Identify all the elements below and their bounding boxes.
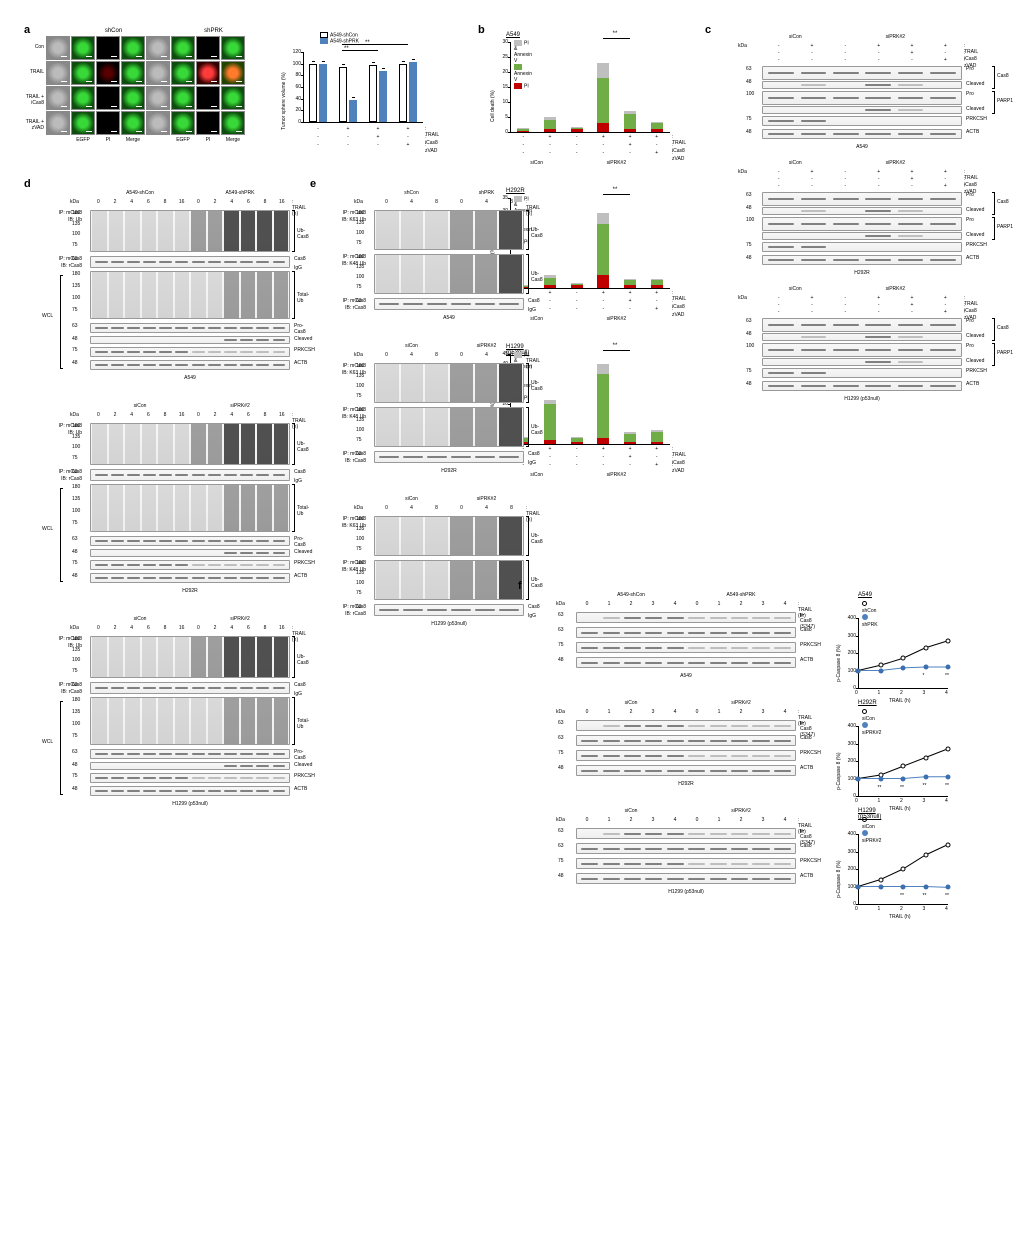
panel-e-label: e (310, 178, 316, 190)
bar-shprk (379, 71, 387, 122)
legend-swatch-shcon (320, 32, 328, 38)
micro-cell (71, 61, 95, 85)
panel-b-label: b (478, 24, 485, 36)
micro-cell (96, 36, 120, 60)
micro-cell (71, 111, 95, 135)
micro-cell (121, 86, 145, 110)
bar-shcon (399, 64, 407, 122)
bar-shcon (369, 65, 377, 122)
a-chlab: EGFP (171, 137, 195, 143)
bar-shprk (349, 100, 357, 122)
micro-cell (96, 111, 120, 135)
micro-cell (196, 86, 220, 110)
micro-cell (96, 86, 120, 110)
micro-cell (71, 36, 95, 60)
legend-swatch-shprk (320, 38, 328, 44)
a-chlab: PI (196, 137, 220, 143)
panel-f-label: f (518, 580, 522, 592)
micro-cell (196, 61, 220, 85)
a-legend: A549-shCon A549-shPRK (320, 32, 359, 45)
a-col-shcon: shCon (76, 28, 151, 34)
micro-cell (171, 36, 195, 60)
panel-d-label: d (24, 178, 31, 190)
bar-shcon (339, 67, 347, 122)
panel-a-label: a (24, 24, 30, 36)
micro-cell (221, 111, 245, 135)
a-rowlab: Con (14, 44, 44, 50)
micro-cell (121, 61, 145, 85)
bar-shprk (409, 62, 417, 122)
micro-cell (121, 36, 145, 60)
micro-cell (121, 111, 145, 135)
a-rowlab: TRAIL (14, 69, 44, 75)
a-rowlab: TRAIL + zVAD (14, 119, 44, 131)
micro-cell (196, 111, 220, 135)
bar-shcon (309, 64, 317, 122)
micro-cell (221, 36, 245, 60)
panel-c-label: c (705, 24, 711, 36)
a-chlab: Merge (121, 137, 145, 143)
bar-shprk (319, 64, 327, 122)
panel-a-barchart: A549-shCon A549-shPRK Tumor sphere volum… (285, 40, 435, 140)
a-chlab: EGFP (71, 137, 95, 143)
a-chlab: PI (96, 137, 120, 143)
micro-cell (221, 61, 245, 85)
micro-cell (96, 61, 120, 85)
micro-cell (221, 86, 245, 110)
a-chlab: Merge (221, 137, 245, 143)
a-bar-ylab: Tumor sphere volume (%) (281, 60, 287, 130)
micro-cell (196, 36, 220, 60)
figure-root: a shCon shPRK Con TRAIL TRAIL + iCas8 TRAIL… (10, 20, 1026, 1218)
micro-cell (171, 61, 195, 85)
a-col-shprk: shPRK (176, 28, 251, 34)
micro-cell (171, 111, 195, 135)
a-rowlab: TRAIL + iCas8 (14, 94, 44, 106)
micro-cell (71, 86, 95, 110)
a-legend-shcon: A549-shCon (330, 32, 358, 38)
micro-cell (171, 86, 195, 110)
